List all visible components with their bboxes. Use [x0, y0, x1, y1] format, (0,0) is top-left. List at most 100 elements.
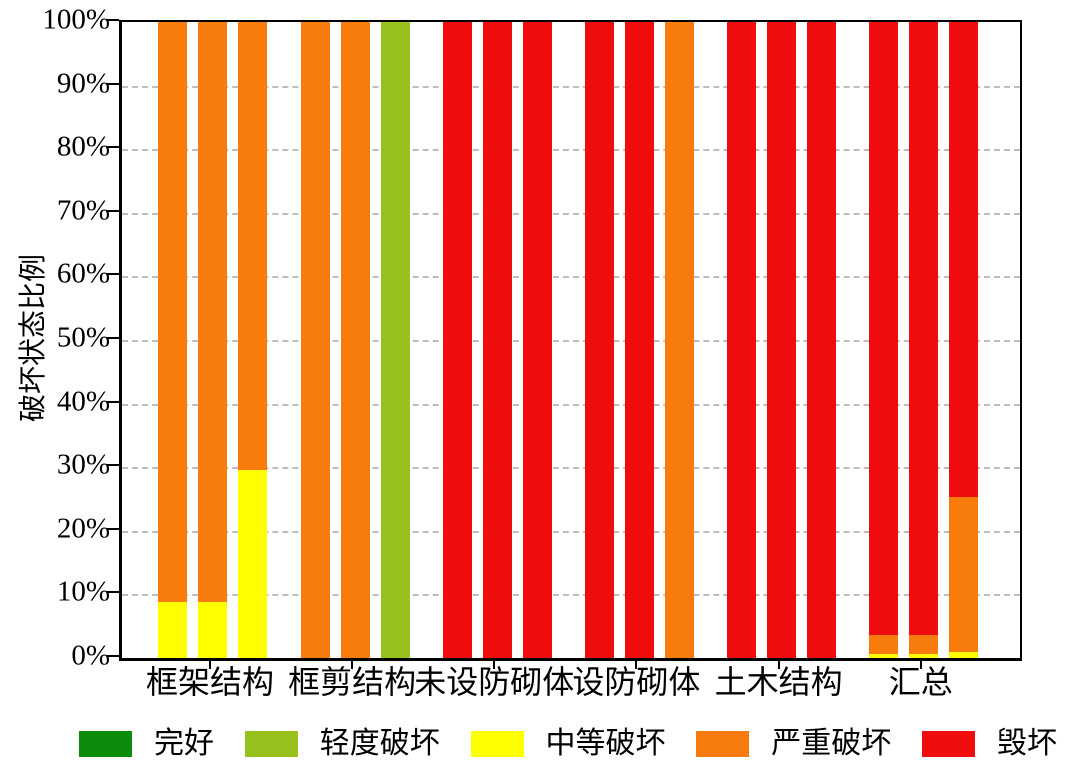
gridline-80pct [122, 149, 1020, 152]
gridline-60pct [122, 276, 1020, 279]
legend-item-intact: 完好 [79, 728, 214, 760]
bar-未设防砌体-1 [442, 22, 472, 658]
y-tick-mark-10pct [106, 591, 119, 594]
bar-框剪结构-3 [380, 22, 410, 658]
bar-segment-severe-damage [238, 22, 268, 471]
bar-设防砌体-3 [664, 22, 694, 658]
y-tick-mark-100pct [106, 19, 119, 21]
bar-segment-severe-damage [869, 635, 899, 655]
y-tick-label-90pct: 90% [56, 67, 110, 100]
bar-segment-medium-damage [909, 654, 939, 658]
bar-segment-destroyed [727, 22, 757, 658]
y-tick-mark-20pct [106, 527, 119, 530]
bar-segment-severe-damage [300, 22, 330, 658]
bar-segment-destroyed [909, 22, 939, 636]
bar-土木结构-2 [767, 22, 797, 658]
y-tick-label-100pct: 100% [42, 3, 110, 36]
gridline-70pct [122, 212, 1020, 215]
bar-未设防砌体-2 [482, 22, 512, 658]
legend-swatch-medium-damage [470, 731, 524, 757]
bar-segment-severe-damage [949, 497, 979, 652]
bar-框剪结构-1 [300, 22, 330, 658]
plot-canvas [122, 22, 1020, 658]
legend-swatch-severe-damage [696, 731, 750, 757]
bar-土木结构-1 [727, 22, 757, 658]
bar-segment-medium-damage [869, 654, 899, 658]
y-tick-mark-50pct [106, 337, 119, 339]
x-tick-mark-3 [493, 659, 496, 669]
legend-label-destroyed: 毁坏 [997, 727, 1057, 760]
bar-segment-destroyed [624, 22, 654, 658]
legend-item-destroyed: 毁坏 [922, 728, 1057, 760]
bar-未设防砌体-3 [522, 22, 552, 658]
bar-汇总-3 [949, 22, 979, 658]
plot-area [119, 20, 1022, 661]
bar-segment-light-damage [380, 22, 410, 658]
bar-segment-severe-damage [198, 22, 228, 603]
bar-框架结构-3 [238, 22, 268, 658]
y-tick-label-50pct: 50% [56, 321, 110, 354]
bar-segment-destroyed [807, 22, 837, 658]
legend-label-light-damage: 轻度破坏 [319, 727, 440, 760]
gridline-90pct [122, 85, 1020, 88]
bar-segment-destroyed [482, 22, 512, 658]
bar-segment-destroyed [522, 22, 552, 658]
bar-segment-medium-damage [949, 651, 979, 658]
bar-框剪结构-2 [340, 22, 370, 658]
bar-segment-medium-damage [198, 602, 228, 658]
bar-segment-destroyed [584, 22, 614, 658]
bar-segment-severe-damage [909, 635, 939, 655]
gridline-30pct [122, 467, 1020, 470]
bar-segment-medium-damage [238, 470, 268, 658]
x-category-label-1: 框架结构 [145, 664, 274, 700]
y-tick-mark-90pct [106, 82, 119, 85]
x-category-label-4: 设防砌体 [572, 664, 701, 700]
y-tick-mark-30pct [106, 464, 119, 467]
gridline-50pct [122, 340, 1020, 342]
gridline-40pct [122, 403, 1020, 406]
bar-设防砌体-1 [584, 22, 614, 658]
legend-item-severe-damage: 严重破坏 [696, 728, 891, 760]
legend-item-medium-damage: 中等破坏 [470, 727, 666, 760]
y-tick-mark-60pct [106, 273, 119, 276]
y-tick-label-30pct: 30% [56, 448, 110, 481]
bar-segment-medium-damage [158, 602, 188, 658]
legend-swatch-intact [79, 731, 132, 757]
x-category-label-6: 汇总 [888, 664, 953, 700]
y-tick-label-80pct: 80% [56, 130, 110, 163]
x-tick-mark-2 [351, 659, 354, 669]
bar-segment-destroyed [869, 22, 899, 636]
x-tick-mark-6 [919, 659, 922, 669]
bar-框架结构-1 [158, 22, 188, 658]
x-category-label-2: 框剪结构 [288, 664, 417, 700]
y-tick-mark-40pct [106, 400, 119, 403]
y-tick-label-20pct: 20% [56, 512, 110, 545]
gridline-10pct [122, 594, 1020, 597]
legend-label-severe-damage: 严重破坏 [771, 727, 892, 760]
bar-汇总-2 [909, 22, 939, 658]
bar-土木结构-3 [807, 22, 837, 658]
legend-label-medium-damage: 中等破坏 [545, 727, 666, 760]
bar-segment-destroyed [949, 22, 979, 498]
y-tick-mark-0pct [106, 655, 119, 657]
x-tick-mark-5 [777, 659, 780, 669]
y-tick-label-40pct: 40% [56, 385, 110, 418]
y-tick-label-10pct: 10% [56, 575, 110, 608]
y-tick-label-60pct: 60% [56, 257, 110, 290]
gridline-20pct [122, 530, 1020, 533]
legend-swatch-destroyed [922, 731, 975, 757]
y-tick-label-0pct: 0% [71, 639, 110, 672]
x-category-label-5: 土木结构 [714, 664, 843, 700]
y-tick-label-70pct: 70% [56, 194, 110, 227]
x-tick-mark-1 [208, 659, 211, 669]
bar-汇总-1 [869, 22, 899, 658]
legend: 完好 轻度破坏 中等破坏 严重破坏 毁坏 [79, 727, 1057, 761]
bar-框架结构-2 [198, 22, 228, 658]
legend-swatch-light-damage [244, 731, 298, 757]
bar-设防砌体-2 [624, 22, 654, 658]
bar-segment-severe-damage [340, 22, 370, 658]
bar-segment-severe-damage [664, 22, 694, 658]
bar-segment-severe-damage [158, 22, 188, 603]
x-category-label-3: 未设防砌体 [414, 664, 575, 700]
